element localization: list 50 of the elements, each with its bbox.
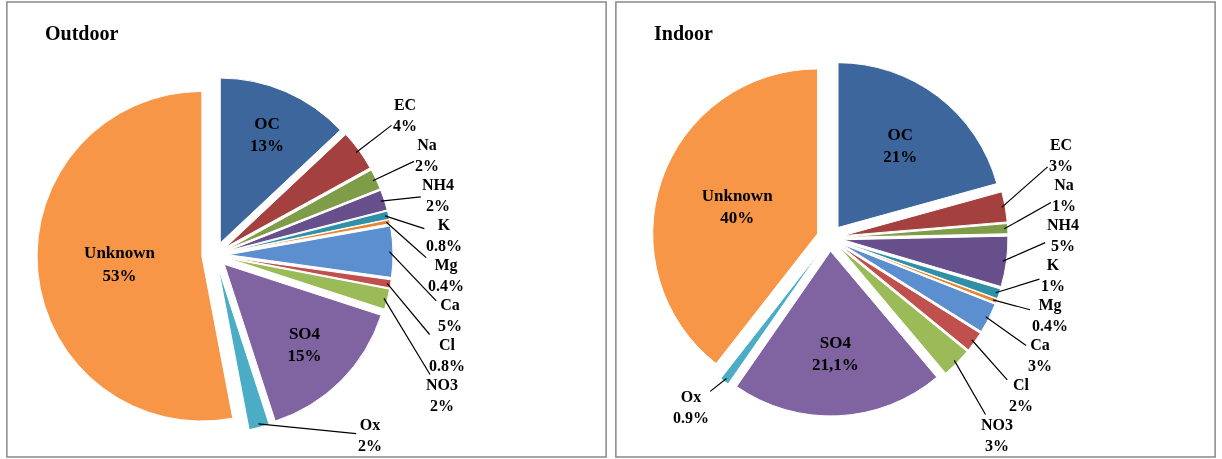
slice-label: Ca xyxy=(1030,336,1050,353)
slice-label: Ox xyxy=(680,388,702,405)
slice-label: Mg xyxy=(434,256,458,274)
data-label: 4% xyxy=(393,116,417,134)
slice-label: NH4 xyxy=(1047,216,1079,233)
slice-label: NO3 xyxy=(981,416,1013,433)
slice-label: NH4 xyxy=(422,176,454,193)
data-label: 3% xyxy=(1049,156,1073,174)
data-label: 1% xyxy=(1041,276,1065,294)
slice-label: OC xyxy=(254,114,280,134)
slice-label: SO4 xyxy=(819,333,852,352)
data-label: 15% xyxy=(287,346,322,366)
slice-label: EC xyxy=(1049,136,1073,153)
slice-label: Unknown xyxy=(701,185,774,205)
data-label: 2% xyxy=(1009,396,1033,414)
slice-label: SO4 xyxy=(288,323,321,343)
data-label: 2% xyxy=(358,436,382,454)
slice-label: K xyxy=(437,216,451,233)
slice-label: Unknown xyxy=(84,243,156,263)
data-label: 21,1% xyxy=(812,355,859,375)
data-label: 1% xyxy=(1052,196,1076,214)
slice-label: NO3 xyxy=(426,376,458,393)
data-label: 53% xyxy=(102,265,137,285)
data-label: 5% xyxy=(1051,236,1075,254)
slice-label: K xyxy=(1046,256,1060,273)
chart-title: Outdoor xyxy=(45,22,119,44)
slice-label: Ox xyxy=(359,416,381,433)
data-label: 2% xyxy=(430,396,454,414)
data-label: 5% xyxy=(438,316,462,334)
slice-label: Cl xyxy=(1013,376,1030,393)
data-label: 0.9% xyxy=(673,408,709,426)
data-label: 0.8% xyxy=(429,356,465,374)
slice-label: EC xyxy=(393,96,417,113)
slice-label: OC xyxy=(887,125,913,145)
data-label: 3% xyxy=(985,436,1009,454)
slice-label: Ca xyxy=(440,296,460,313)
slice-label: Na xyxy=(1054,176,1074,193)
data-label: 0.4% xyxy=(1032,316,1068,334)
slice-label: Cl xyxy=(439,336,456,353)
data-label: 13% xyxy=(250,136,285,156)
slice-label: Na xyxy=(417,136,437,153)
data-label: 21% xyxy=(883,147,918,167)
data-label: 40% xyxy=(720,207,755,227)
chart-title: Indoor xyxy=(654,22,714,44)
data-label: 2% xyxy=(426,196,450,214)
data-label: 0.8% xyxy=(426,236,462,254)
slice-label: Mg xyxy=(1038,296,1062,314)
data-label: 2% xyxy=(415,156,439,174)
data-label: 3% xyxy=(1028,356,1052,374)
data-label: 0.4% xyxy=(428,276,464,294)
